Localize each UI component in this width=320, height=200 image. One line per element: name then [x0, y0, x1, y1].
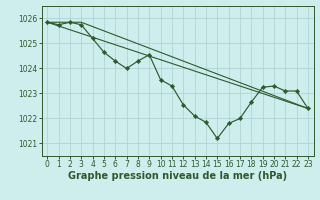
X-axis label: Graphe pression niveau de la mer (hPa): Graphe pression niveau de la mer (hPa)	[68, 171, 287, 181]
